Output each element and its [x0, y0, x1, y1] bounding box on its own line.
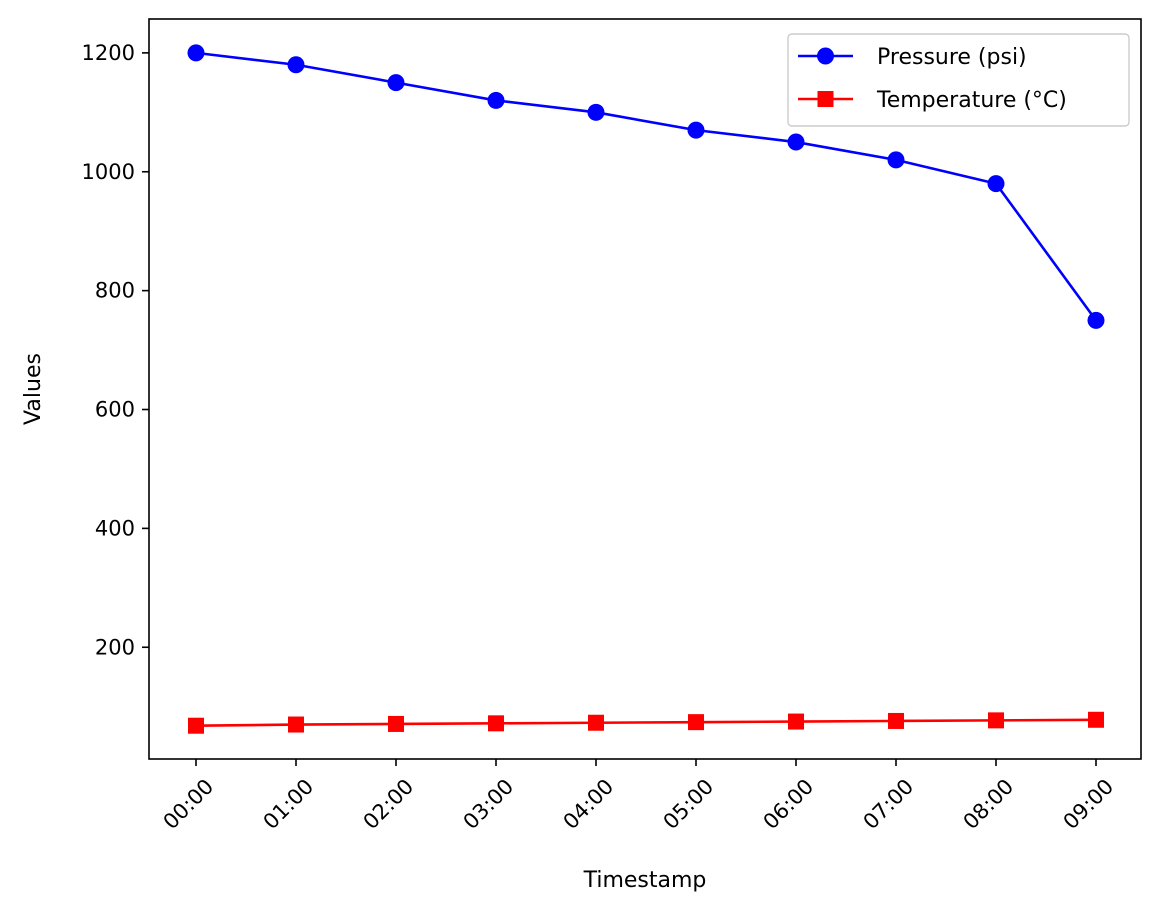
series-layer — [187, 44, 1105, 734]
data-point — [987, 175, 1005, 193]
series-line — [195, 718, 1097, 728]
data-point — [587, 103, 605, 121]
y-tick-label: 600 — [95, 398, 135, 422]
data-point — [287, 56, 305, 74]
data-point — [188, 717, 204, 734]
data-point — [588, 714, 604, 731]
data-point — [788, 713, 804, 730]
data-point — [488, 715, 504, 732]
plot-frame — [148, 18, 1142, 760]
data-point — [187, 44, 205, 62]
legend-label: Temperature (°C) — [876, 88, 1067, 113]
y-tick-label: 1200 — [82, 41, 135, 65]
data-point — [988, 712, 1004, 729]
legend-item: Temperature (°C) — [798, 88, 1067, 113]
data-point — [888, 712, 904, 729]
legend-marker — [817, 91, 834, 107]
data-point — [288, 716, 304, 733]
y-axis: 200 400 600 800 1000 1200 — [82, 41, 149, 659]
data-point — [1088, 711, 1104, 728]
data-point — [887, 151, 905, 169]
legend-marker — [817, 47, 834, 65]
series-2 — [188, 711, 1104, 734]
legend-box — [787, 33, 1130, 127]
series-line — [195, 51, 1098, 322]
y-tick-label: 400 — [95, 516, 135, 540]
data-point — [387, 74, 405, 92]
y-tick-label: 800 — [95, 279, 135, 303]
x-axis-label: Timestamp — [583, 868, 707, 893]
data-point — [388, 715, 404, 732]
legend-item: Pressure (psi) — [798, 45, 1027, 70]
data-point — [688, 714, 704, 731]
y-tick-label: 1000 — [82, 160, 135, 184]
series-1 — [187, 44, 1105, 329]
y-axis-label: Values — [21, 353, 46, 425]
legend-items: Pressure (psi) Temperature (°C) — [798, 45, 1067, 113]
y-tick-label: 200 — [95, 635, 135, 659]
legend: Pressure (psi) Temperature (°C) — [787, 33, 1130, 127]
data-point — [1087, 311, 1105, 329]
legend-label: Pressure (psi) — [877, 45, 1027, 70]
data-point — [787, 133, 805, 151]
data-point — [687, 121, 705, 139]
data-point — [487, 91, 505, 109]
